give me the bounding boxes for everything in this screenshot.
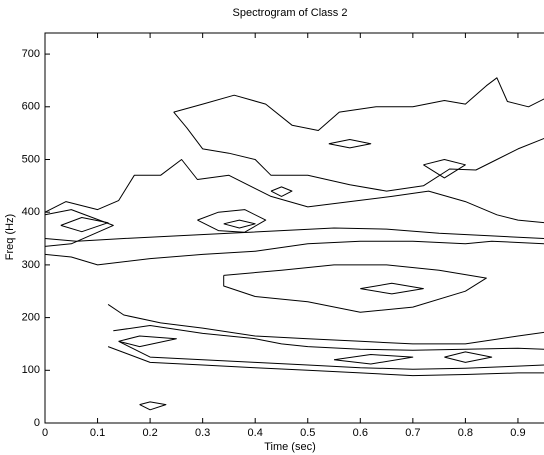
contour-line	[173, 111, 544, 192]
x-tick-label: 0.4	[248, 427, 263, 439]
contour-line	[423, 159, 466, 179]
x-tick-label: 0.2	[142, 427, 157, 439]
contour-line	[223, 219, 256, 229]
contour-line	[118, 335, 177, 348]
x-tick-label: 0.6	[353, 427, 368, 439]
y-tick-label: 300	[22, 259, 40, 271]
x-tick-label: 0	[42, 427, 48, 439]
contour-line	[223, 264, 487, 313]
contour-line	[44, 209, 114, 247]
contour-line	[173, 77, 544, 131]
contour-line	[107, 303, 544, 345]
y-tick-label: 600	[22, 101, 40, 113]
x-tick-label: 0.5	[300, 427, 315, 439]
contour-line	[60, 217, 109, 233]
y-tick-label: 500	[22, 153, 40, 165]
x-tick-label: 0.1	[90, 427, 105, 439]
contour-line	[333, 354, 414, 365]
contour-line	[44, 159, 544, 224]
y-tick-label: 0	[34, 417, 40, 429]
chart-title: Spectrogram of Class 2	[233, 7, 348, 19]
contour-line	[44, 227, 544, 242]
y-tick-label: 200	[22, 312, 40, 324]
x-tick-label: 0.3	[195, 427, 210, 439]
x-tick-label: 0.7	[405, 427, 420, 439]
contour-line	[113, 325, 544, 351]
y-tick-label: 400	[22, 206, 40, 218]
contour-line	[139, 401, 167, 411]
contour-line	[118, 340, 544, 370]
contour-line	[360, 282, 424, 295]
y-tick-label: 700	[22, 48, 40, 60]
contour-line	[44, 240, 544, 266]
contour-line	[270, 186, 293, 197]
x-tick-label: 0.9	[510, 427, 525, 439]
x-tick-label: 0.8	[458, 427, 473, 439]
contour-line	[197, 209, 267, 233]
contour-line	[444, 351, 493, 363]
x-axis-label: Time (sec)	[264, 441, 316, 453]
contour-line	[328, 139, 372, 149]
y-axis-label: Freq (Hz)	[4, 214, 16, 260]
y-tick-label: 100	[22, 364, 40, 376]
contour-line	[107, 346, 544, 377]
